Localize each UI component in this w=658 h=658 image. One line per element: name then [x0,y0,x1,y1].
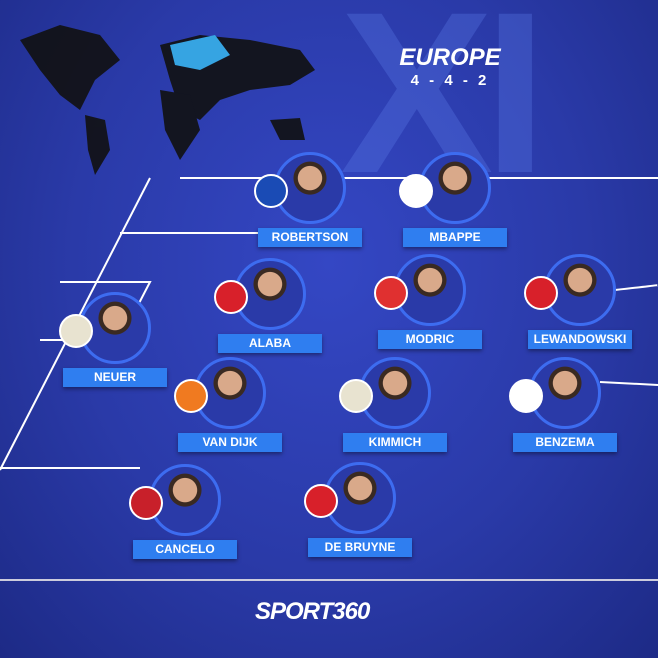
player-name: BENZEMA [513,433,617,452]
player-name: MODRIC [378,330,482,349]
formation: 4 - 4 - 2 [410,72,490,89]
netherlands-flag-icon [174,379,208,413]
belgium-flag-icon [304,484,338,518]
team-title: EUROPE [399,44,501,71]
player-name: MBAPPE [403,228,507,247]
france-flag-icon [509,379,543,413]
player-photo [234,258,306,330]
world-map [20,25,315,175]
player-name: NEUER [63,368,167,387]
poland-flag-icon [524,276,558,310]
croatia-flag-icon [374,276,408,310]
austria-flag-icon [214,280,248,314]
player-name: KIMMICH [343,433,447,452]
scotland-flag-icon [254,174,288,208]
sport360-logo: SPORT360 [255,598,370,625]
player-name: CANCELO [133,540,237,559]
player-name: LEWANDOWSKI [528,330,632,349]
germany-flag-icon [339,379,373,413]
player-name: VAN DIJK [178,433,282,452]
player-name: DE BRUYNE [308,538,412,557]
france-flag-icon [399,174,433,208]
portugal-flag-icon [129,486,163,520]
player-name: ALABA [218,334,322,353]
player-name: ROBERTSON [258,228,362,247]
germany-flag-icon [59,314,93,348]
